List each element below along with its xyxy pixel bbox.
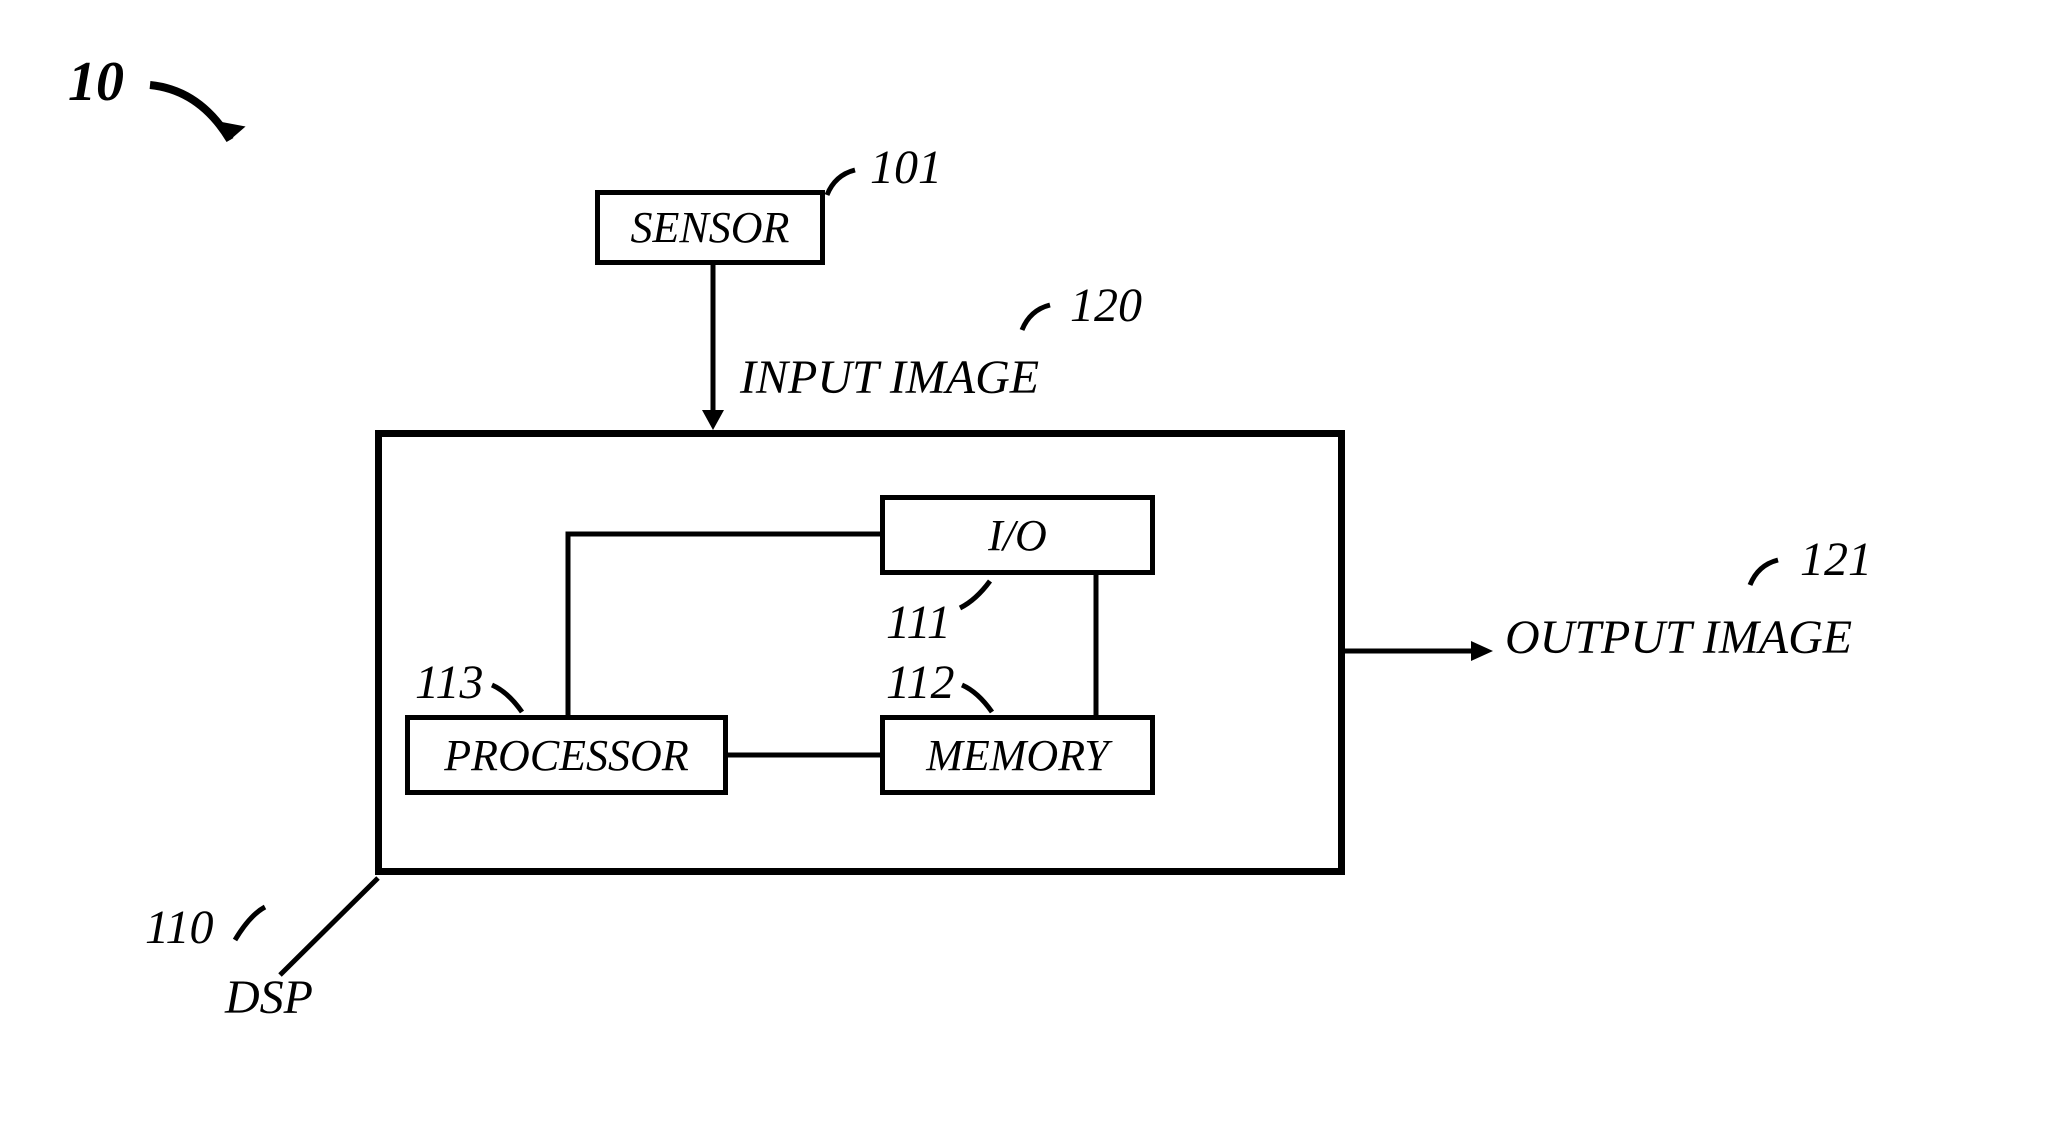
block-diagram: 10 SENSOR 101 INPUT IMAGE 120 110 DSP I/… — [0, 0, 2049, 1121]
sensor-ref-number: 101 — [870, 140, 942, 195]
input-ref-tick — [1020, 300, 1070, 340]
dsp-leader-line — [280, 875, 390, 985]
output-arrow — [1345, 638, 1500, 668]
io-ref-tick — [958, 578, 1008, 618]
memory-block: MEMORY — [880, 715, 1155, 795]
output-ref-tick — [1748, 555, 1798, 595]
io-label: I/O — [988, 510, 1047, 561]
output-image-label: OUTPUT IMAGE — [1505, 610, 1852, 665]
output-ref-number: 121 — [1800, 532, 1872, 587]
sensor-label: SENSOR — [631, 202, 790, 253]
dsp-ref-tick — [230, 905, 285, 950]
memory-label: MEMORY — [926, 730, 1109, 781]
system-ref-arrow — [145, 70, 265, 170]
processor-ref-number: 113 — [415, 655, 483, 710]
sensor-block: SENSOR — [595, 190, 825, 265]
dsp-ref-number: 110 — [145, 900, 213, 955]
io-ref-number: 111 — [886, 595, 951, 650]
input-image-label: INPUT IMAGE — [740, 350, 1039, 405]
input-arrow — [700, 265, 730, 440]
input-ref-number: 120 — [1070, 278, 1142, 333]
processor-to-io-line — [566, 532, 886, 722]
io-to-memory-line — [1093, 575, 1103, 720]
system-ref-number: 10 — [68, 50, 124, 114]
io-block: I/O — [880, 495, 1155, 575]
memory-ref-tick — [960, 680, 1010, 720]
sensor-ref-tick — [825, 165, 875, 205]
processor-to-memory-line — [728, 752, 886, 762]
memory-ref-number: 112 — [886, 655, 954, 710]
processor-block: PROCESSOR — [405, 715, 728, 795]
processor-ref-tick — [490, 680, 540, 720]
dsp-text-label: DSP — [225, 970, 313, 1025]
processor-label: PROCESSOR — [444, 730, 688, 781]
